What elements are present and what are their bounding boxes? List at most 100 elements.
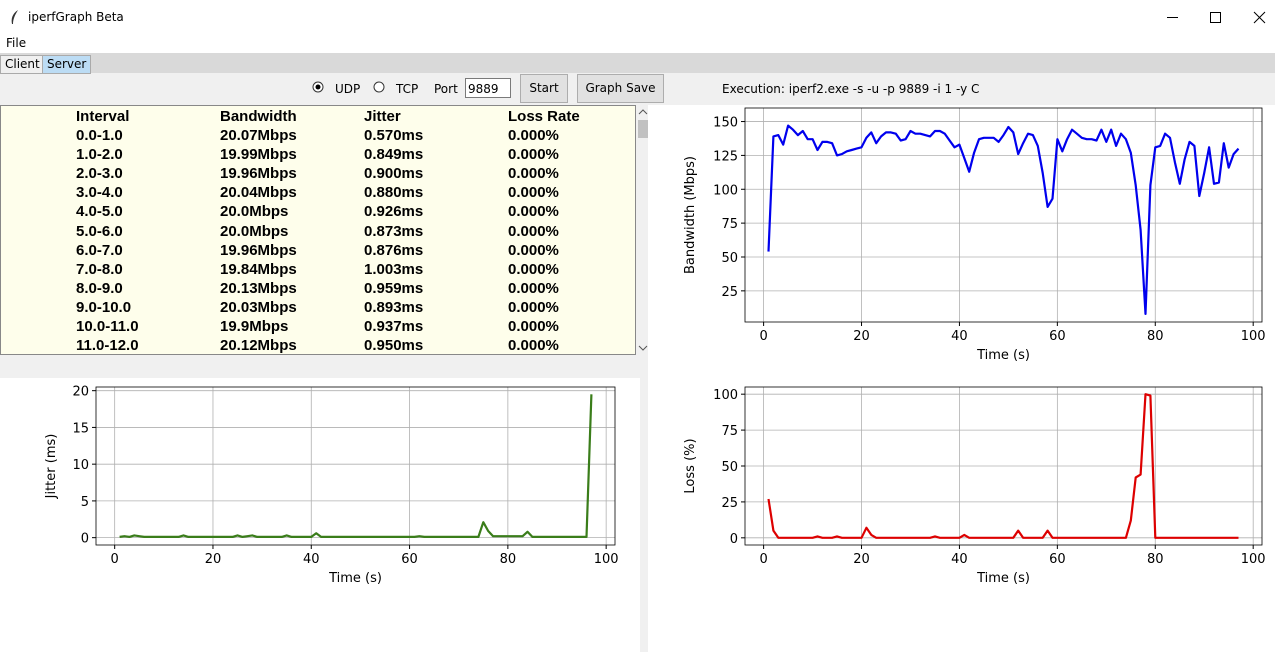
- x-tick-label: 20: [853, 329, 870, 344]
- table-cell: 0.000%: [508, 203, 559, 221]
- table-cell: 20.12Mbps: [220, 337, 297, 355]
- table-cell: 0.000%: [508, 222, 559, 240]
- y-tick-label: 50: [721, 251, 738, 266]
- tab-server[interactable]: Server: [42, 55, 92, 74]
- plot-frame: [95, 386, 616, 546]
- x-tick-label: 0: [759, 552, 767, 567]
- x-tick-label: 0: [111, 552, 119, 567]
- table-cell: 0.900ms: [364, 165, 424, 183]
- x-axis-label: Time (s): [976, 571, 1030, 586]
- port-input[interactable]: 9889: [465, 78, 511, 98]
- table-cell: 4.0-5.0: [76, 203, 123, 221]
- table-cell: Loss Rate: [508, 108, 580, 125]
- x-tick-label: 60: [401, 552, 418, 567]
- menu-file[interactable]: File: [6, 36, 27, 50]
- x-tick-label: 80: [500, 552, 517, 567]
- y-tick-label: 125: [713, 149, 738, 164]
- table-cell: 0.000%: [508, 165, 559, 183]
- table-cell: 0.000%: [508, 298, 559, 316]
- tab-strip: [0, 53, 1275, 73]
- x-tick-label: 0: [759, 329, 767, 344]
- y-tick-label: 0: [730, 532, 738, 547]
- y-axis-label: Loss (%): [683, 438, 698, 493]
- scrollbar[interactable]: [636, 105, 650, 355]
- table-cell: 0.000%: [508, 279, 559, 297]
- table-cell: 0.937ms: [364, 318, 424, 335]
- app-icon: [11, 10, 18, 24]
- table-cell: 0.570ms: [364, 127, 424, 144]
- y-tick-label: 25: [721, 496, 738, 511]
- x-tick-label: 40: [303, 552, 320, 567]
- table-cell: 1.0-2.0: [76, 146, 123, 164]
- y-tick-label: 100: [713, 388, 738, 403]
- y-tick-label: 20: [72, 385, 89, 400]
- table-cell: Jitter: [364, 108, 401, 125]
- x-tick-label: 100: [1241, 329, 1266, 344]
- table-cell: 0.000%: [508, 146, 559, 164]
- tcp-label: TCP: [396, 82, 419, 96]
- table-cell: 11.0-12.0: [76, 337, 139, 355]
- table-cell: 2.0-3.0: [76, 165, 123, 183]
- x-tick-label: 80: [1147, 552, 1164, 567]
- table-cell: Bandwidth: [220, 108, 297, 125]
- graph-save-button[interactable]: Graph Save: [577, 74, 664, 103]
- window-controls[interactable]: [1150, 0, 1275, 35]
- table-cell: 19.96Mbps: [220, 165, 297, 183]
- port-label: Port: [434, 82, 458, 96]
- menu-bar: [0, 35, 1275, 53]
- maximize[interactable]: [1210, 12, 1221, 23]
- plot-frame: [744, 107, 1263, 323]
- udp-label: UDP: [335, 82, 361, 96]
- y-tick-label: 75: [721, 424, 738, 439]
- table-cell: 0.880ms: [364, 184, 424, 202]
- data-line: [767, 393, 1239, 539]
- x-axis-label: Time (s): [976, 348, 1030, 363]
- y-tick-label: 15: [72, 421, 89, 436]
- x-tick-label: 100: [1241, 552, 1266, 567]
- y-tick-label: 25: [721, 285, 738, 300]
- table-cell: 20.0Mbps: [220, 222, 289, 240]
- title-bar: [0, 0, 1275, 35]
- table-cell: 0.000%: [508, 318, 559, 335]
- y-tick-label: 150: [713, 116, 738, 131]
- jitter-panel: [0, 378, 640, 652]
- x-tick-label: 100: [594, 552, 619, 567]
- data-line: [767, 124, 1240, 315]
- table-cell: 0.849ms: [364, 146, 424, 164]
- table-cell: 20.03Mbps: [220, 298, 297, 316]
- table-cell: 10.0-11.0: [76, 318, 139, 335]
- table-cell: Interval: [76, 108, 130, 125]
- results-table: Interval Bandwidth Jitter Loss Rate 0.0-1.0 2…: [0, 105, 636, 355]
- table-cell: 19.9Mbps: [220, 318, 289, 335]
- data-line: [119, 394, 593, 539]
- x-tick-label: 80: [1147, 329, 1164, 344]
- x-tick-label: 60: [1049, 552, 1066, 567]
- table-cell: 20.13Mbps: [220, 279, 297, 297]
- table-cell: 0.0-1.0: [76, 127, 123, 144]
- execution-text: Execution: iperf2.exe -s -u -p 9889 -i 1…: [722, 82, 980, 96]
- table-cell: 19.84Mbps: [220, 260, 297, 278]
- x-tick-label: 60: [1049, 329, 1066, 344]
- y-tick-label: 10: [72, 458, 89, 473]
- table-cell: 3.0-4.0: [76, 184, 123, 202]
- radio-tcp[interactable]: [373, 81, 385, 93]
- start-button[interactable]: Start: [520, 74, 568, 103]
- window-title: iperfGraph Beta: [28, 10, 124, 24]
- y-tick-label: 100: [713, 183, 738, 198]
- table-cell: 6.0-7.0: [76, 241, 123, 259]
- table-cell: 8.0-9.0: [76, 279, 123, 297]
- table-cell: 19.99Mbps: [220, 146, 297, 164]
- y-axis-label: Jitter (ms): [44, 434, 59, 500]
- x-tick-label: 40: [951, 552, 968, 567]
- table-cell: 0.000%: [508, 127, 559, 144]
- table-cell: 9.0-10.0: [76, 298, 132, 316]
- table-cell: 0.873ms: [364, 222, 424, 240]
- y-tick-label: 0: [81, 532, 89, 547]
- table-cell: 0.959ms: [364, 279, 424, 297]
- table-cell: 5.0-6.0: [76, 222, 123, 240]
- table-cell: 0.000%: [508, 184, 559, 202]
- table-cell: 1.003ms: [364, 260, 424, 278]
- close[interactable]: [1253, 11, 1266, 24]
